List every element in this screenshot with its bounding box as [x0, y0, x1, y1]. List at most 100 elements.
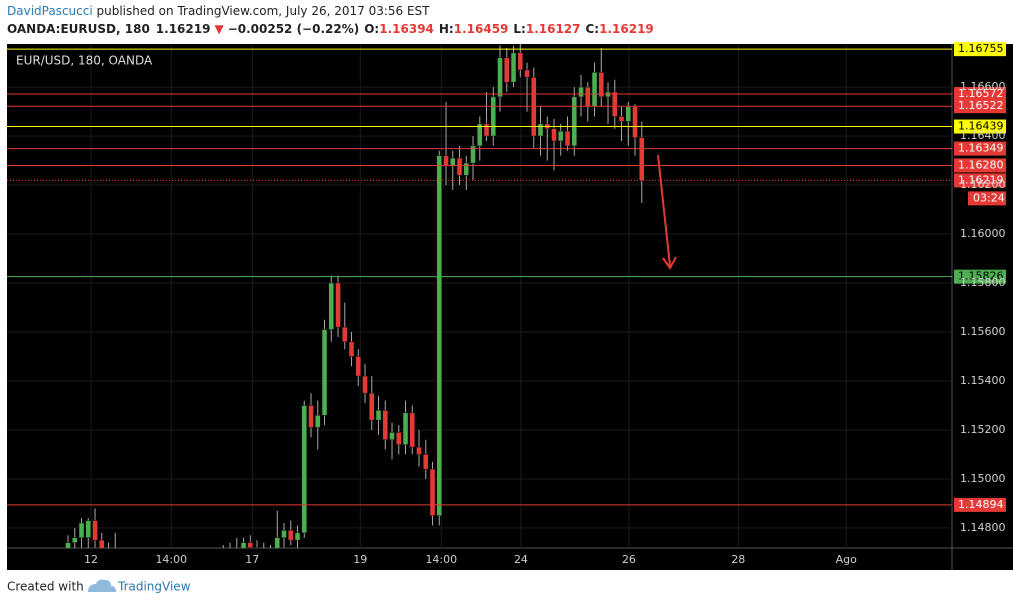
arrow: ▼ [214, 22, 224, 36]
candle-body [294, 532, 301, 541]
candle-body [591, 72, 598, 107]
o-label: O: [364, 22, 379, 36]
published: published on TradingView.com, July 26, 2… [93, 4, 430, 18]
candle-body [369, 392, 375, 421]
candle-body [564, 130, 571, 147]
y-tick-label: 1.16200 [960, 178, 1006, 191]
price-label-box [954, 99, 1006, 114]
y-tick-label: 1.16400 [960, 129, 1006, 142]
candle-body [315, 415, 321, 428]
x-tick-label: 12 [84, 553, 98, 566]
y-tick-label: 1.15400 [960, 374, 1006, 387]
candle-body [335, 282, 341, 328]
candle-body [321, 329, 328, 416]
header-line: DavidPascucci published on TradingView.c… [7, 4, 430, 18]
candle-body [436, 155, 443, 516]
high: 1.16459 [454, 22, 509, 36]
price-label: 1.14894 [958, 498, 1004, 511]
c-label: C: [586, 22, 600, 36]
candle-body [510, 52, 517, 83]
axes: 1.14800 1.15000 1.15200 1.15400 1.15600 1.158… [84, 80, 1006, 566]
price-label: 1.16280 [958, 158, 1004, 171]
y-tick-label: 1.14800 [960, 521, 1006, 534]
candle-body [240, 542, 247, 548]
candles [65, 44, 645, 548]
candle-body [578, 86, 584, 98]
author[interactable]: DavidPascucci [7, 4, 93, 18]
quote-line: OANDA:EURUSD, 180 1.16219 ▼ −0.00252 (−0.22… [7, 22, 654, 36]
candle-body [409, 412, 416, 448]
countdown: 03:24 [973, 191, 1005, 204]
candle-body [551, 128, 557, 142]
candle-body [288, 530, 294, 541]
candle-body [72, 537, 78, 543]
l-label: L: [513, 22, 525, 36]
candle-body [612, 91, 618, 117]
price-label: 1.16572 [958, 87, 1004, 100]
candle-body [598, 72, 605, 98]
price-label-box [954, 173, 1006, 188]
x-tick-label: 17 [245, 553, 259, 566]
price-label-box [954, 269, 1006, 284]
candle-body [416, 446, 422, 455]
price-label-box [954, 42, 1006, 57]
candle-body [301, 405, 308, 534]
candle-body [328, 282, 335, 330]
x-tick-label: 26 [622, 553, 636, 566]
candle-body [517, 52, 524, 71]
candle-body [402, 412, 409, 445]
x-tick-label: 28 [731, 553, 745, 566]
candle-body [396, 432, 402, 445]
candle-body [78, 522, 85, 538]
candle-body [490, 96, 497, 137]
candle-body [450, 157, 456, 166]
close: 1.16219 [599, 22, 654, 36]
x-tick-label: Ago [836, 553, 858, 566]
candle-body [308, 405, 314, 428]
candle-body [362, 375, 368, 394]
chart-background [7, 44, 1013, 570]
candle-body [537, 123, 544, 137]
price-label: 1.16349 [958, 142, 1004, 155]
price-label-box [954, 497, 1006, 512]
candle-body [639, 137, 645, 181]
candle-body [524, 69, 530, 78]
candle-body [571, 96, 578, 147]
price-label-box [954, 86, 1006, 101]
candle-body [254, 547, 260, 548]
candle-body [477, 123, 483, 147]
low: 1.16127 [526, 22, 581, 36]
candle-body [558, 130, 564, 142]
candle-body [274, 537, 281, 548]
footer-brand[interactable]: TradingView [117, 580, 191, 594]
x-tick-label: 14:00 [425, 553, 457, 566]
candle-body [65, 542, 71, 548]
arrow-drawing [657, 154, 677, 270]
candle-body [375, 410, 382, 421]
price-label: 1.15826 [958, 270, 1004, 283]
last: 1.16219 [156, 22, 211, 36]
candle-body [281, 530, 287, 538]
candle-body [429, 468, 436, 516]
candle-body [483, 123, 490, 137]
candle-body [497, 57, 503, 98]
y-tick-label: 1.16000 [960, 227, 1006, 240]
price-label: 1.16439 [958, 120, 1004, 133]
candle-body [99, 539, 105, 548]
logo[interactable] [88, 579, 116, 593]
candle-body [92, 520, 98, 541]
candle-body [382, 410, 389, 441]
open: 1.16394 [379, 22, 434, 36]
legend: EUR/USD, 180, OANDA [16, 54, 153, 68]
change: −0.00252 (−0.22%) [228, 22, 360, 36]
candle-body [348, 341, 355, 357]
price-label-box [954, 141, 1006, 156]
candle-body [456, 157, 463, 176]
candle-body [618, 116, 625, 122]
h-label: H: [439, 22, 454, 36]
footer-created: Created with [7, 580, 84, 594]
price-label: 1.16219 [958, 173, 1004, 186]
y-tick-label: 1.15200 [960, 423, 1006, 436]
candle-body [423, 454, 429, 470]
countdown-box [968, 191, 1006, 206]
